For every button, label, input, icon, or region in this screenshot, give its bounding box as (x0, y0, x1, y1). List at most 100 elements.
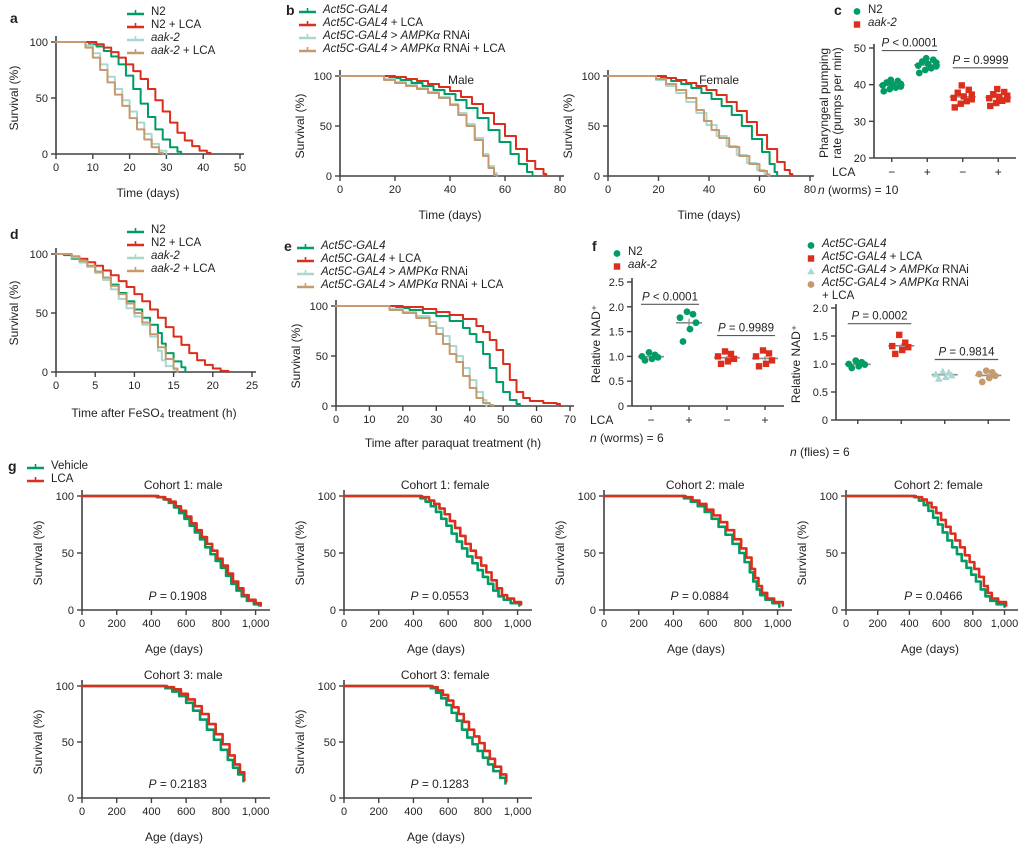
chart-survival-g2-male: 0 50 100 0 200 400 600 800 1,000 Age (days) Surviv… (552, 476, 796, 658)
legend-item: N2 (126, 224, 215, 237)
chart-survival-b-male: 0 50 100 0 20 40 60 80 Time (days) Survival (%) Ma… (292, 62, 570, 224)
svg-text:1.0: 1.0 (609, 351, 624, 363)
svg-b-female: 0 50 100 0 20 40 60 80 Time (days) Survival (%) Fe… (561, 70, 816, 222)
svg-text:50: 50 (62, 548, 74, 560)
svg-text:P = 0.0553: P = 0.0553 (410, 589, 469, 603)
svg-text:2.0: 2.0 (609, 302, 624, 314)
svg-text:0: 0 (605, 184, 611, 196)
svg-text:20: 20 (389, 184, 401, 196)
legend-line-marker-icon (127, 228, 144, 234)
panel-letter-b: b (286, 2, 295, 18)
legend-item: N2 + LCA (126, 19, 215, 32)
svg-text:50: 50 (854, 43, 866, 55)
legend-item-label: N2 + LCA (151, 19, 202, 31)
legend-circle-marker-icon (807, 242, 815, 249)
svg-text:40: 40 (854, 80, 866, 92)
legend-line-marker-icon (299, 47, 316, 53)
legend-item-label: Act5C-GAL4 (323, 4, 388, 16)
legend-item-label: N2 + LCA (151, 237, 202, 249)
legend-item-label: N2 (868, 4, 883, 16)
svg-text:Survival (%): Survival (%) (7, 281, 21, 346)
svg-text:1,000: 1,000 (242, 618, 270, 630)
svg-b-male: 0 50 100 0 20 40 60 80 Time (days) Survival (%) Ma… (293, 70, 566, 222)
legend-item-label: aak-2 (868, 17, 897, 29)
legend-line-marker-icon (127, 10, 144, 16)
legend-circle-marker-icon (853, 8, 861, 15)
svg-text:+: + (685, 413, 692, 427)
svg-text:0: 0 (42, 367, 48, 379)
svg-text:0: 0 (618, 401, 624, 413)
svg-text:rate (pumps per min): rate (pumps per min) (830, 47, 844, 158)
svg-g2f: 0 50 100 0 200 400 600 800 1,000 Age (days) Surviv… (795, 478, 1018, 656)
svg-text:Age (days): Age (days) (145, 642, 203, 656)
legend-line-marker-icon (299, 34, 316, 40)
svg-text:800: 800 (964, 618, 982, 630)
svg-text:P = 0.9999: P = 0.9999 (953, 55, 1009, 67)
svg-text:P = 0.0884: P = 0.0884 (670, 589, 729, 603)
svg-g3m: 0 50 100 0 200 400 600 800 1,000 Age (days) Surviv… (31, 668, 270, 844)
svg-text:40: 40 (444, 184, 456, 196)
svg-text:Survival (%): Survival (%) (553, 521, 567, 586)
svg-text:600: 600 (177, 806, 195, 818)
svg-text:100: 100 (310, 301, 328, 313)
legend-item: aak-2 (126, 250, 215, 263)
legend-item-label: Act5C-GAL4 > AMPKα RNAi + LCA (822, 277, 969, 302)
legend-item-label: aak-2 (151, 250, 180, 262)
legend-item: aak-2 + LCA (126, 45, 215, 58)
legend-line-marker-icon (27, 477, 44, 483)
svg-text:50: 50 (36, 308, 48, 320)
svg-text:50: 50 (324, 548, 336, 560)
legend-item: Vehicle (26, 460, 88, 473)
legend-item-label: Act5C-GAL4 > AMPKα RNAi (822, 264, 969, 276)
svg-text:0: 0 (843, 618, 849, 630)
svg-text:−: − (647, 413, 654, 427)
svg-text:Age (days): Age (days) (407, 642, 465, 656)
legend-item: N2 + LCA (126, 237, 215, 250)
chart-survival-g3-female: 0 50 100 0 200 400 600 800 1,000 Age (days) Surviv… (292, 666, 536, 846)
svg-text:Time (days): Time (days) (419, 208, 482, 222)
svg-text:30: 30 (854, 116, 866, 128)
panel-letter-e: e (284, 238, 292, 254)
svg-text:50: 50 (234, 162, 246, 174)
svg-text:800: 800 (212, 806, 230, 818)
svg-text:P = 0.0002: P = 0.0002 (852, 311, 908, 323)
svg-text:20: 20 (652, 184, 664, 196)
svg-text:200: 200 (370, 806, 388, 818)
svg-text:P = 0.0466: P = 0.0466 (904, 589, 963, 603)
svg-text:P < 0.0001: P < 0.0001 (642, 291, 698, 303)
svg-text:0: 0 (337, 184, 343, 196)
svg-text:70: 70 (564, 414, 576, 426)
svg-g1m: 0 50 100 0 200 400 600 800 1,000 Age (days) Surviv… (31, 478, 270, 656)
chart-scatter-pumping: 20 30 40 50 Pharyngeal pumping rate (pumps pe… (816, 34, 1022, 220)
legend-item: Act5C-GAL4 > AMPKα RNAi (296, 266, 503, 279)
svg-text:0: 0 (68, 605, 74, 617)
svg-text:n (flies) = 6: n (flies) = 6 (790, 445, 850, 459)
chart-survival-g2-female: 0 50 100 0 200 400 600 800 1,000 Age (days) Surviv… (794, 476, 1022, 658)
svg-text:Time (days): Time (days) (117, 186, 180, 200)
svg-text:+: + (995, 165, 1002, 179)
panel-letter-f: f (592, 238, 597, 254)
svg-text:100: 100 (30, 37, 48, 49)
chart-survival-g1-male: 0 50 100 0 200 400 600 800 1,000 Age (days) Surviv… (30, 476, 274, 658)
legend-circle-marker-icon (807, 281, 815, 288)
chart-survival-e: 0 50 100 0 10 20 30 40 50 60 70 Time after paraquat… (288, 294, 580, 452)
svg-text:10: 10 (87, 162, 99, 174)
legend-item: N2 (126, 6, 215, 19)
svg-text:Time after paraquat treatment: Time after paraquat treatment (h) (365, 436, 541, 450)
svg-text:200: 200 (108, 806, 126, 818)
legend-line-marker-icon (127, 267, 144, 273)
legend-item: N2 (852, 4, 897, 17)
svg-text:Female: Female (699, 73, 739, 87)
legend-item: aak-2 (612, 259, 657, 272)
svg-text:Relative NAD⁺: Relative NAD⁺ (789, 325, 803, 403)
svg-text:50: 50 (62, 737, 74, 749)
svg-text:P = 0.9814: P = 0.9814 (939, 347, 996, 359)
panel-letter-c: c (834, 2, 842, 18)
legend-item-label: Act5C-GAL4 > AMPKα RNAi + LCA (323, 43, 506, 55)
svg-text:10: 10 (128, 380, 140, 392)
legend-line-marker-icon (127, 49, 144, 55)
svg-text:+: + (924, 165, 931, 179)
svg-text:1.5: 1.5 (609, 327, 624, 339)
svg-text:−: − (723, 413, 730, 427)
legend-line-marker-icon (297, 270, 314, 276)
